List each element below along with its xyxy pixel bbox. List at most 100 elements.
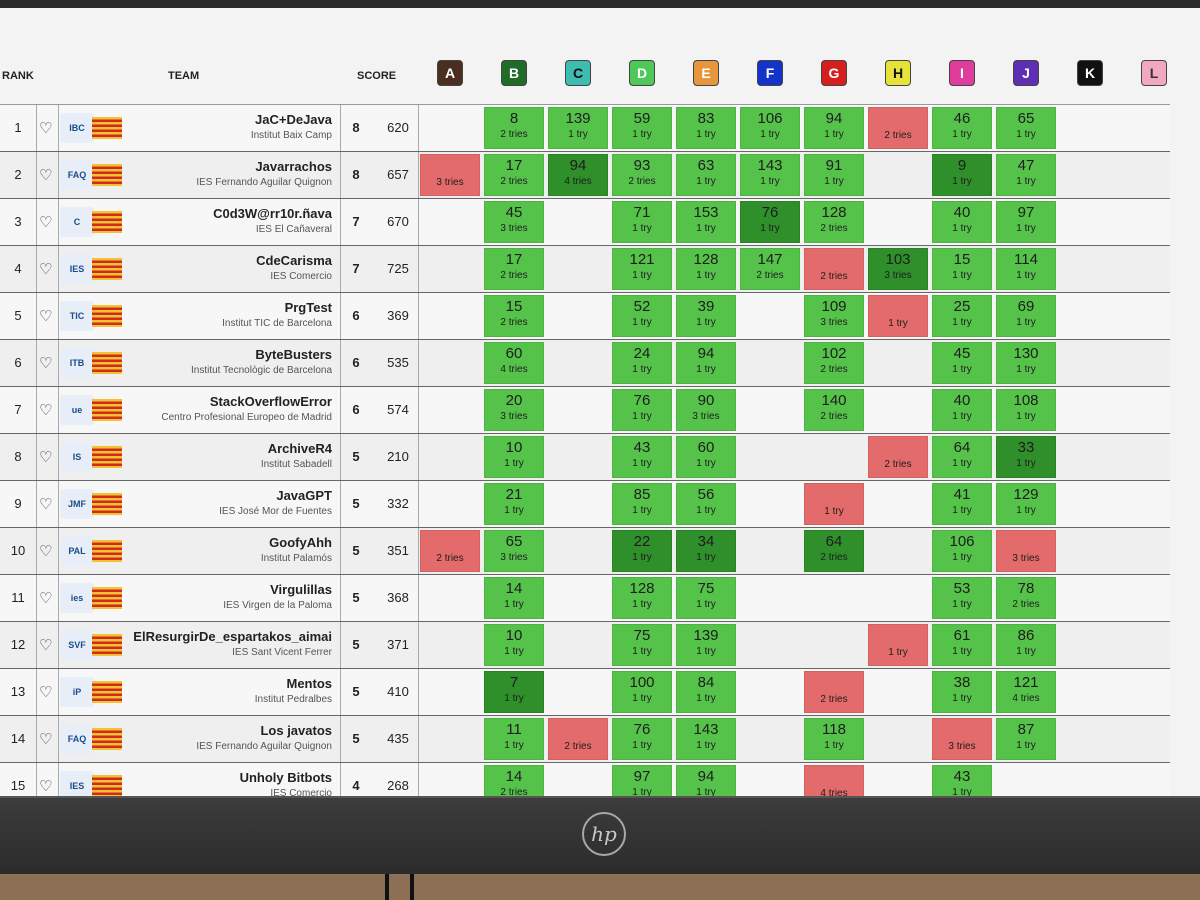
team-row[interactable]: 3 ♡ C C0d3W@rr10r.ñava IES El Cañaveral 7 670 4… — [0, 199, 1170, 246]
problem-cell-j[interactable]: 108 1 try — [996, 389, 1056, 431]
problem-cell-d[interactable]: 76 1 try — [612, 389, 672, 431]
problem-cell-e[interactable]: 153 1 try — [676, 201, 736, 243]
team-name[interactable]: PrgTest — [284, 300, 332, 315]
problem-cell-g[interactable]: 102 2 tries — [804, 342, 864, 384]
favorite-heart-icon[interactable]: ♡ — [39, 683, 53, 701]
team-row[interactable]: 7 ♡ ue StackOverflowError Centro Profesional… — [0, 387, 1170, 434]
problem-cell-c[interactable]: 139 1 try — [548, 107, 608, 149]
team-name[interactable]: Mentos — [286, 676, 333, 691]
problem-cell-d[interactable]: 71 1 try — [612, 201, 672, 243]
problem-cell-i[interactable]: 45 1 try — [932, 342, 992, 384]
problem-cell-g[interactable]: 91 1 try — [804, 154, 864, 196]
problem-cell-d[interactable]: 100 1 try — [612, 671, 672, 713]
team-name[interactable]: ElResurgirDe_espartakos_aimai — [133, 629, 332, 644]
favorite-heart-icon[interactable]: ♡ — [39, 401, 53, 419]
team-name[interactable]: Los javatos — [260, 723, 332, 738]
team-row[interactable]: 11 ♡ ies Virgulillas IES Virgen de la Paloma… — [0, 575, 1170, 622]
team-name[interactable]: StackOverflowError — [209, 394, 332, 409]
problem-cell-d[interactable]: 85 1 try — [612, 483, 672, 525]
problem-cell-i[interactable]: 40 1 try — [932, 201, 992, 243]
favorite-heart-icon[interactable]: ♡ — [39, 260, 53, 278]
problem-cell-b[interactable]: 21 1 try — [484, 483, 544, 525]
favorite-heart-icon[interactable]: ♡ — [39, 542, 53, 560]
problem-cell-i[interactable]: 40 1 try — [932, 389, 992, 431]
problem-cell-j[interactable]: 47 1 try — [996, 154, 1056, 196]
problem-cell-d[interactable]: 22 1 try — [612, 530, 672, 572]
problem-cell-i[interactable]: 25 1 try — [932, 295, 992, 337]
favorite-heart-icon[interactable]: ♡ — [39, 119, 53, 137]
problem-cell-h[interactable]: 103 3 tries — [868, 248, 928, 290]
problem-cell-d[interactable]: 93 2 tries — [612, 154, 672, 196]
problem-cell-g[interactable]: 2 tries — [804, 248, 864, 290]
team-row[interactable]: 9 ♡ JMF JavaGPT IES José Mor de Fuentes 5 332 2… — [0, 481, 1170, 528]
problem-cell-e[interactable]: 139 1 try — [676, 624, 736, 666]
problem-cell-h[interactable]: 2 tries — [868, 436, 928, 478]
team-name[interactable]: CdeCarisma — [256, 253, 332, 268]
problem-cell-i[interactable]: 53 1 try — [932, 577, 992, 619]
problem-cell-d[interactable]: 121 1 try — [612, 248, 672, 290]
problem-cell-g[interactable]: 94 1 try — [804, 107, 864, 149]
problem-cell-d[interactable]: 59 1 try — [612, 107, 672, 149]
team-row[interactable]: 12 ♡ SVF ElResurgirDe_espartakos_aimai IES S… — [0, 622, 1170, 669]
favorite-heart-icon[interactable]: ♡ — [39, 636, 53, 654]
problem-cell-i[interactable]: 38 1 try — [932, 671, 992, 713]
problem-cell-d[interactable]: 75 1 try — [612, 624, 672, 666]
problem-cell-d[interactable]: 76 1 try — [612, 718, 672, 760]
problem-cell-b[interactable]: 17 2 tries — [484, 154, 544, 196]
problem-cell-i[interactable]: 106 1 try — [932, 530, 992, 572]
problem-cell-i[interactable]: 15 1 try — [932, 248, 992, 290]
team-name[interactable]: JavaGPT — [276, 488, 332, 503]
problem-cell-a[interactable]: 2 tries — [420, 530, 480, 572]
problem-cell-d[interactable]: 128 1 try — [612, 577, 672, 619]
problem-cell-e[interactable]: 83 1 try — [676, 107, 736, 149]
problem-cell-h[interactable]: 2 tries — [868, 107, 928, 149]
problem-cell-e[interactable]: 94 1 try — [676, 342, 736, 384]
problem-cell-f[interactable]: 76 1 try — [740, 201, 800, 243]
problem-cell-g[interactable]: 4 tries — [804, 765, 864, 796]
problem-cell-g[interactable]: 2 tries — [804, 671, 864, 713]
team-row[interactable]: 15 ♡ IES Unholy Bitbots IES Comercio 4 268 14 2 … — [0, 763, 1170, 796]
problem-cell-f[interactable]: 143 1 try — [740, 154, 800, 196]
problem-cell-g[interactable]: 109 3 tries — [804, 295, 864, 337]
problem-cell-c[interactable]: 94 4 tries — [548, 154, 608, 196]
team-row[interactable]: 6 ♡ ITB ByteBusters Institut Tecnològic de B… — [0, 340, 1170, 387]
problem-cell-b[interactable]: 15 2 tries — [484, 295, 544, 337]
problem-cell-i[interactable]: 64 1 try — [932, 436, 992, 478]
problem-cell-j[interactable]: 130 1 try — [996, 342, 1056, 384]
problem-cell-g[interactable]: 1 try — [804, 483, 864, 525]
problem-cell-i[interactable]: 3 tries — [932, 718, 992, 760]
problem-cell-g[interactable]: 118 1 try — [804, 718, 864, 760]
team-row[interactable]: 14 ♡ FAQ Los javatos IES Fernando Aguilar Qu… — [0, 716, 1170, 763]
team-name[interactable]: ArchiveR4 — [267, 441, 332, 456]
problem-cell-e[interactable]: 60 1 try — [676, 436, 736, 478]
team-row[interactable]: 4 ♡ IES CdeCarisma IES Comercio 7 725 17 2 tries… — [0, 246, 1170, 293]
problem-cell-j[interactable]: 114 1 try — [996, 248, 1056, 290]
problem-cell-g[interactable]: 140 2 tries — [804, 389, 864, 431]
team-row[interactable]: 5 ♡ TIC PrgTest Institut TIC de Barcelona 6 36… — [0, 293, 1170, 340]
problem-cell-e[interactable]: 84 1 try — [676, 671, 736, 713]
problem-cell-f[interactable]: 106 1 try — [740, 107, 800, 149]
problem-cell-j[interactable]: 3 tries — [996, 530, 1056, 572]
problem-cell-e[interactable]: 94 1 try — [676, 765, 736, 796]
problem-cell-e[interactable]: 39 1 try — [676, 295, 736, 337]
problem-cell-e[interactable]: 63 1 try — [676, 154, 736, 196]
problem-cell-h[interactable]: 1 try — [868, 624, 928, 666]
problem-cell-i[interactable]: 9 1 try — [932, 154, 992, 196]
problem-cell-h[interactable]: 1 try — [868, 295, 928, 337]
favorite-heart-icon[interactable]: ♡ — [39, 730, 53, 748]
problem-cell-b[interactable]: 10 1 try — [484, 624, 544, 666]
problem-cell-b[interactable]: 60 4 tries — [484, 342, 544, 384]
team-name[interactable]: Virgulillas — [270, 582, 332, 597]
problem-cell-i[interactable]: 61 1 try — [932, 624, 992, 666]
favorite-heart-icon[interactable]: ♡ — [39, 213, 53, 231]
problem-cell-b[interactable]: 65 3 tries — [484, 530, 544, 572]
problem-cell-i[interactable]: 46 1 try — [932, 107, 992, 149]
favorite-heart-icon[interactable]: ♡ — [39, 448, 53, 466]
team-name[interactable]: C0d3W@rr10r.ñava — [213, 206, 332, 221]
problem-cell-j[interactable]: 121 4 tries — [996, 671, 1056, 713]
favorite-heart-icon[interactable]: ♡ — [39, 495, 53, 513]
problem-cell-j[interactable]: 129 1 try — [996, 483, 1056, 525]
team-name[interactable]: Javarrachos — [255, 159, 332, 174]
team-name[interactable]: GoofyAhh — [269, 535, 332, 550]
team-name[interactable]: Unholy Bitbots — [239, 770, 332, 785]
